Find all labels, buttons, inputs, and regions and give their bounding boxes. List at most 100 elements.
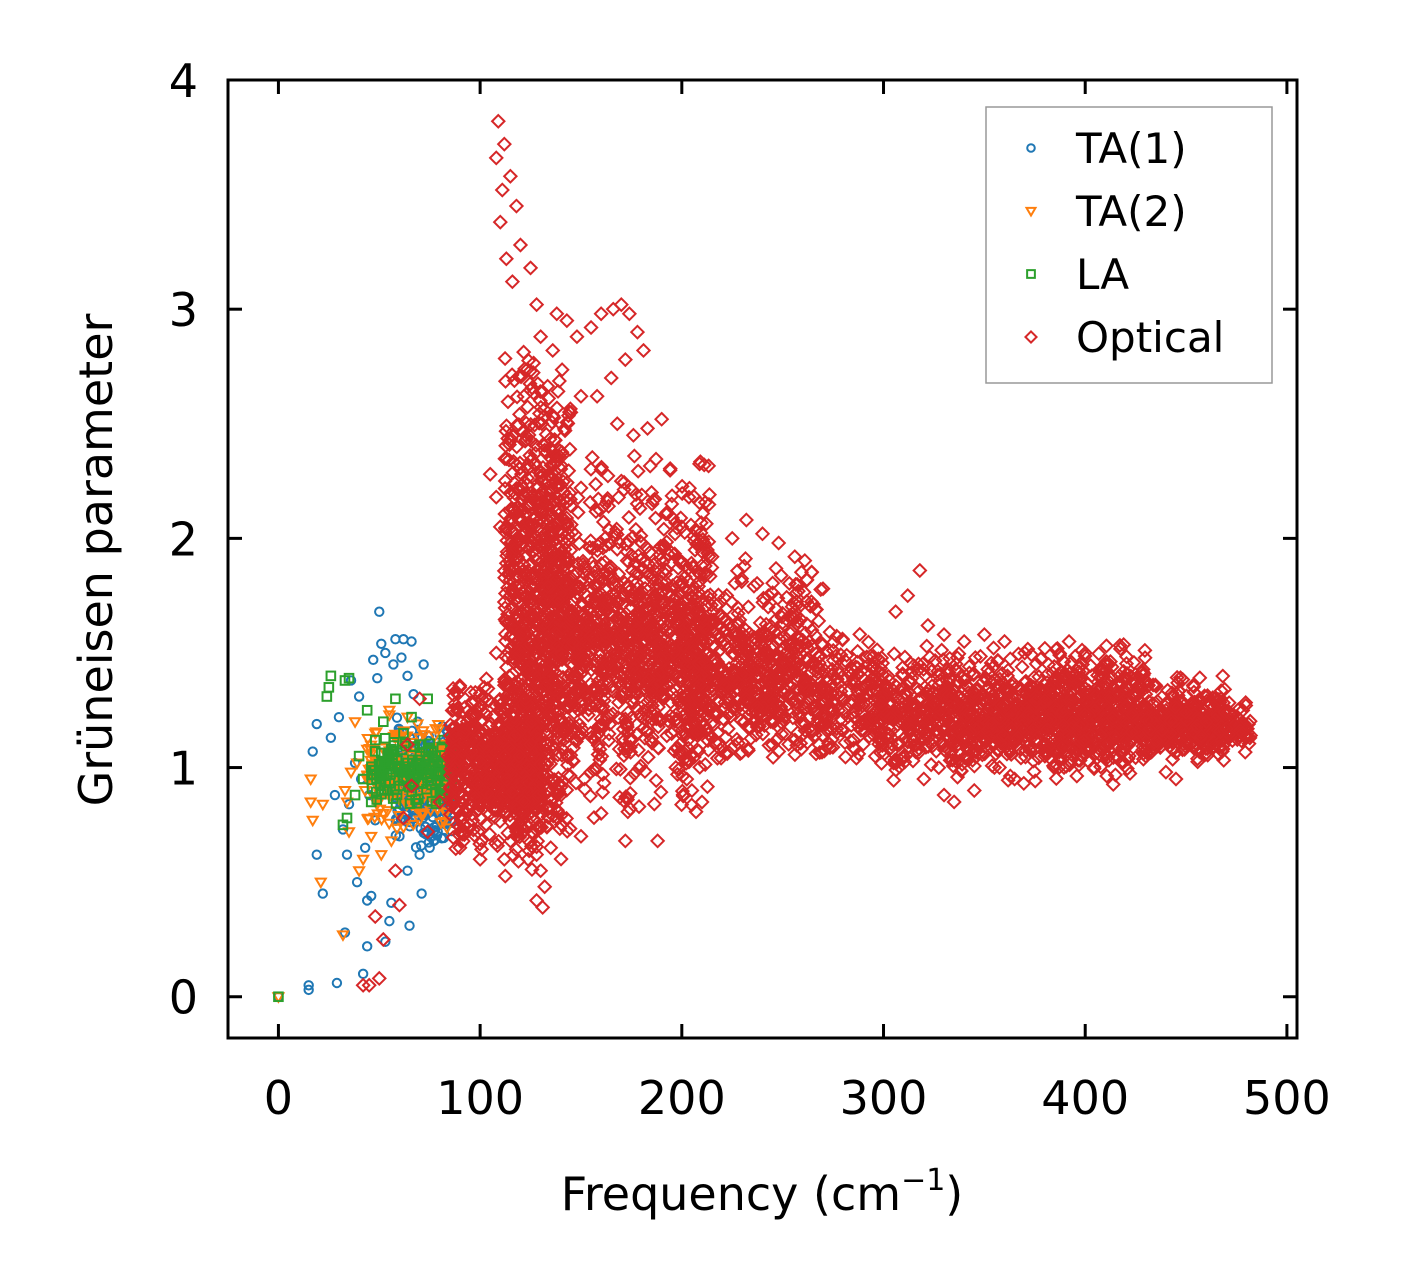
data-point [640, 749, 656, 765]
data-point [529, 725, 545, 741]
data-point [777, 681, 793, 698]
data-point [703, 728, 719, 744]
data-point [613, 627, 629, 644]
data-point [364, 831, 378, 844]
data-point [597, 688, 613, 704]
data-point [669, 589, 685, 605]
data-point [755, 648, 771, 664]
data-point [505, 599, 521, 616]
data-point [443, 748, 459, 764]
data-point [497, 748, 513, 764]
data-point [513, 466, 530, 482]
data-point [628, 726, 645, 743]
data-point [752, 678, 768, 694]
data-point [338, 785, 352, 798]
data-point [1025, 753, 1042, 769]
data-point [352, 866, 366, 878]
data-point [534, 495, 550, 511]
data-point [523, 433, 539, 449]
data-point [662, 620, 678, 637]
data-point [715, 672, 731, 688]
data-point [524, 861, 540, 878]
data-point [538, 736, 554, 752]
data-point [683, 669, 700, 685]
data-point [523, 661, 539, 677]
data-point [622, 770, 638, 786]
data-point [789, 664, 805, 680]
data-point [1014, 659, 1030, 675]
data-point [592, 741, 608, 758]
data-point [641, 601, 657, 617]
data-point [801, 633, 817, 650]
data-point [633, 758, 649, 774]
data-point [515, 424, 531, 440]
data-point [534, 638, 550, 654]
data-point [612, 761, 628, 777]
data-point [648, 772, 664, 789]
data-point [645, 571, 661, 587]
data-point [563, 609, 579, 625]
data-point [769, 696, 785, 712]
data-point [545, 517, 562, 533]
data-point [629, 701, 645, 717]
data-point [691, 656, 707, 672]
data-point [341, 849, 353, 860]
data-point [749, 575, 765, 592]
data-point [536, 648, 552, 664]
data-point [565, 753, 581, 769]
data-point [709, 750, 726, 766]
data-point [540, 579, 556, 595]
data-point [1013, 750, 1029, 766]
data-point [538, 672, 554, 688]
data-point [520, 457, 536, 473]
data-point [584, 555, 600, 571]
data-point [846, 709, 862, 725]
data-point [849, 654, 865, 670]
data-point [1028, 656, 1044, 672]
data-point [726, 698, 742, 714]
data-point [542, 756, 559, 772]
data-point [637, 580, 653, 597]
data-point [536, 768, 552, 784]
data-point [515, 625, 532, 641]
data-point [436, 741, 448, 753]
data-point [765, 575, 781, 591]
data-point [642, 622, 659, 639]
data-point [585, 762, 602, 778]
data-point [370, 786, 382, 798]
data-point [671, 613, 687, 630]
data-point [550, 383, 566, 399]
data-point [650, 666, 667, 683]
data-point [600, 567, 616, 583]
data-point [614, 687, 630, 704]
data-point [665, 578, 681, 594]
data-point [628, 486, 644, 503]
data-point [307, 746, 318, 757]
data-point [641, 652, 657, 668]
data-point [927, 653, 943, 669]
data-point [498, 450, 515, 467]
data-point [834, 631, 851, 647]
data-point [463, 684, 479, 700]
data-point [490, 833, 507, 849]
data-point [851, 697, 867, 713]
data-point [406, 636, 417, 647]
data-point [351, 876, 363, 888]
data-point [538, 640, 554, 657]
data-point [382, 785, 393, 796]
data-point [623, 744, 639, 760]
data-point [848, 675, 864, 691]
data-point [829, 725, 845, 741]
data-point [1112, 637, 1128, 654]
data-point [737, 714, 753, 730]
data-point [818, 643, 834, 660]
data-point [810, 658, 826, 674]
data-point [497, 711, 513, 727]
data-point [426, 776, 438, 787]
data-point [774, 609, 790, 625]
data-point [678, 639, 694, 655]
data-point [1027, 773, 1043, 789]
data-point [466, 721, 482, 738]
data-point [368, 654, 379, 666]
